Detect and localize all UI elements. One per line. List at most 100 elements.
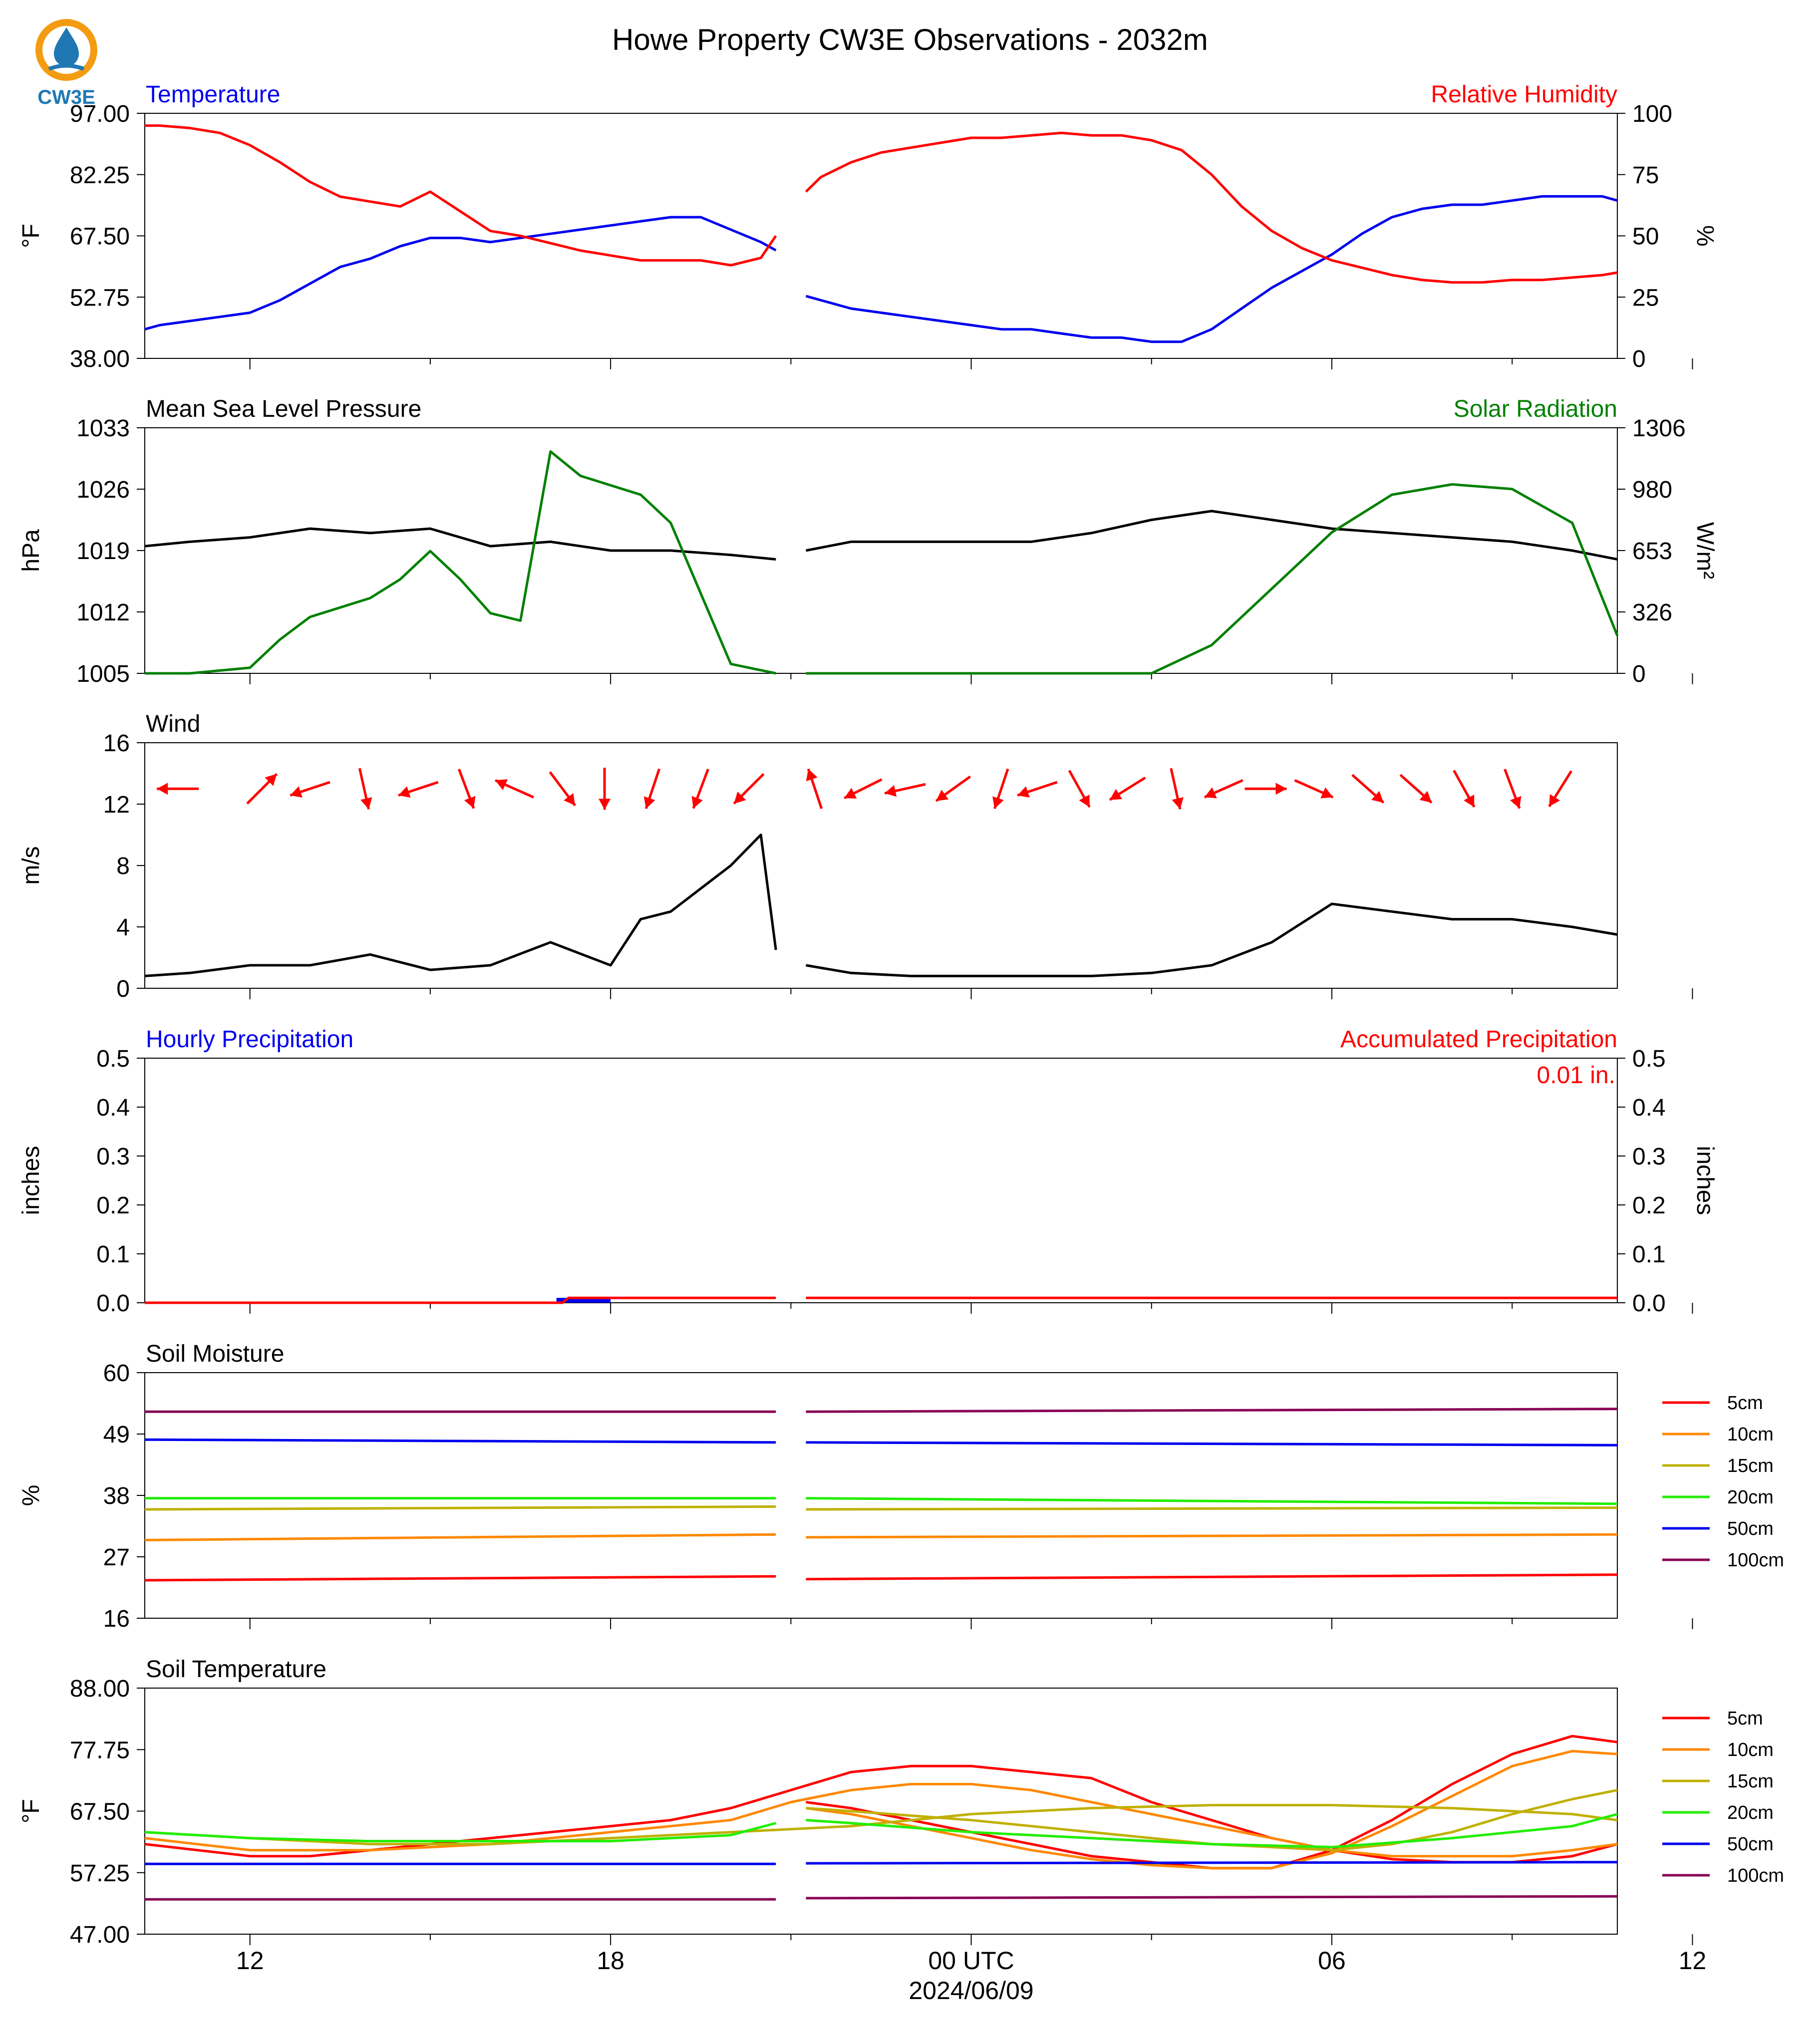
- legend-label: 20cm: [1727, 1487, 1774, 1508]
- y2-tick-label: 50: [1632, 224, 1659, 250]
- y-axis-label: °F: [18, 1799, 44, 1823]
- legend-label: 100cm: [1727, 1550, 1784, 1571]
- y2-tick-label: 980: [1632, 477, 1672, 503]
- legend-label: 50cm: [1727, 1834, 1774, 1855]
- wind-vector-arrow: [1170, 768, 1184, 810]
- y-tick-label: 67.50: [70, 224, 130, 250]
- wind-vector-arrow: [643, 768, 661, 809]
- wind-vector-head: [1204, 787, 1217, 799]
- legend-label: 15cm: [1727, 1771, 1774, 1792]
- y-tick-label: 38.00: [70, 346, 130, 372]
- panel-precip: Hourly Precipitation Accumulated Precipit…: [18, 1026, 1718, 1317]
- wind-vector-arrow: [1244, 783, 1287, 795]
- y-tick-label: 0.0: [96, 1290, 130, 1317]
- wind-vector-head: [265, 774, 277, 786]
- y-tick-label: 1019: [76, 538, 130, 565]
- 20cm-line: [144, 1822, 776, 1843]
- y2-tick-label: 100: [1632, 101, 1672, 127]
- panel-soil-moisture: Soil Moisture 60 49 38 27 16% 5cm 10cm 15cm 20cm 5…: [18, 1341, 1784, 1632]
- y-axis-label: inches: [18, 1146, 44, 1215]
- y2-axis-label: W/m²: [1692, 522, 1718, 579]
- x-tick-date: 2024/06/09: [909, 1977, 1033, 2005]
- y2-tick-label: 326: [1632, 599, 1672, 626]
- y-tick-label: 52.75: [70, 285, 130, 311]
- y-tick-label: 0.3: [96, 1144, 130, 1170]
- 5cm-line: [806, 1573, 1618, 1581]
- left-title: Hourly Precipitation: [146, 1026, 353, 1053]
- x-tick-label: 00 UTC: [928, 1947, 1014, 1975]
- legend-label: 5cm: [1727, 1708, 1763, 1729]
- y2-axis-label: %: [1692, 225, 1718, 247]
- x-tick-label: 18: [597, 1947, 624, 1975]
- plot-frame: [144, 1058, 1618, 1303]
- y-axis-label: m/s: [18, 846, 44, 884]
- wind-vector-head: [1510, 796, 1521, 809]
- right-title: Accumulated Precipitation: [1340, 1026, 1617, 1053]
- y-tick-label: 12: [103, 792, 130, 818]
- wind-vector-head: [398, 786, 411, 798]
- wind-vector-head: [1017, 786, 1030, 798]
- x-tick-label: 06: [1318, 1947, 1346, 1975]
- wind-vector-arrow: [1504, 769, 1521, 809]
- wind-vector-arrow: [157, 783, 199, 795]
- wind-vector-head: [157, 783, 168, 795]
- wind-vector-arrow: [599, 768, 611, 810]
- y-tick-label: 0: [116, 976, 130, 1002]
- wind-vector-arrow: [1204, 779, 1243, 799]
- wind-vector-arrow: [733, 773, 765, 805]
- legend-label: 20cm: [1727, 1802, 1774, 1823]
- wind-vector-head: [464, 796, 476, 809]
- wind-vector-head: [360, 797, 372, 810]
- wind-vector-arrow: [806, 768, 823, 809]
- plot-frame: [144, 427, 1618, 674]
- y-axis-label: hPa: [18, 529, 44, 572]
- legend-label: 100cm: [1727, 1865, 1784, 1886]
- 5cm-line: [806, 1735, 1618, 1870]
- y-tick-label: 49: [103, 1422, 130, 1448]
- 15cm-line: [144, 1804, 1618, 1846]
- y-tick-label: 1005: [76, 661, 130, 687]
- y-tick-label: 82.25: [70, 162, 130, 189]
- panel-temp-rh: Temperature Relative Humidity 97.00 82.25 67…: [18, 81, 1718, 372]
- y-tick-label: 60: [103, 1360, 130, 1387]
- left-title: Soil Moisture: [146, 1341, 284, 1367]
- y-tick-label: 1026: [76, 477, 130, 503]
- y-tick-label: 4: [116, 914, 130, 941]
- y-tick-label: 0.5: [96, 1046, 130, 1072]
- wind-vector-arrow: [1017, 781, 1058, 798]
- wind-vector-arrow: [884, 783, 926, 797]
- wind-vector-head: [936, 790, 949, 801]
- y-tick-label: 0.4: [96, 1095, 130, 1121]
- wind-vector-head: [885, 785, 897, 797]
- y-tick-label: 47.00: [70, 1922, 130, 1948]
- right-title: Relative Humidity: [1431, 81, 1617, 108]
- wind-vector-head: [1079, 794, 1090, 807]
- wind-vector-head: [564, 793, 576, 806]
- wind-vector-head: [1275, 783, 1287, 795]
- left-title: Soil Temperature: [146, 1656, 326, 1683]
- wind-vector-arrow: [844, 778, 883, 800]
- wind-vector-arrow: [1351, 774, 1385, 804]
- wind-vector-arrow: [246, 773, 278, 805]
- panel-soil-temperature: Soil Temperature 88.00 77.75 67.50 57.25 47.0…: [18, 1656, 1784, 1948]
- wind-vector-arrow: [398, 781, 439, 798]
- wind-vector-arrow: [1399, 774, 1433, 804]
- panel-wind: Wind 16 12 8 4 0 m/s: [18, 711, 1693, 1002]
- y-tick-label: 27: [103, 1544, 130, 1571]
- y2-tick-label: 0.1: [1632, 1241, 1666, 1268]
- wind-vector-head: [1549, 794, 1560, 807]
- 20cm-line: [806, 1813, 1618, 1849]
- y-tick-label: 0.1: [96, 1241, 130, 1268]
- y-tick-label: 57.25: [70, 1860, 130, 1887]
- y2-tick-label: 75: [1632, 162, 1659, 189]
- solar-radiation-line: [145, 450, 776, 675]
- wind-vector-head: [1110, 789, 1123, 800]
- 15cm-line: [806, 1506, 1618, 1511]
- wind-vector-head: [844, 788, 857, 799]
- wind-vector-arrow: [1068, 770, 1091, 808]
- wind-vector-head: [1371, 791, 1384, 803]
- 15cm-line: [144, 1505, 776, 1511]
- logo-text: CW3E: [37, 86, 95, 108]
- wind-vector-head: [1464, 794, 1475, 807]
- wind-vector-arrow: [691, 769, 709, 809]
